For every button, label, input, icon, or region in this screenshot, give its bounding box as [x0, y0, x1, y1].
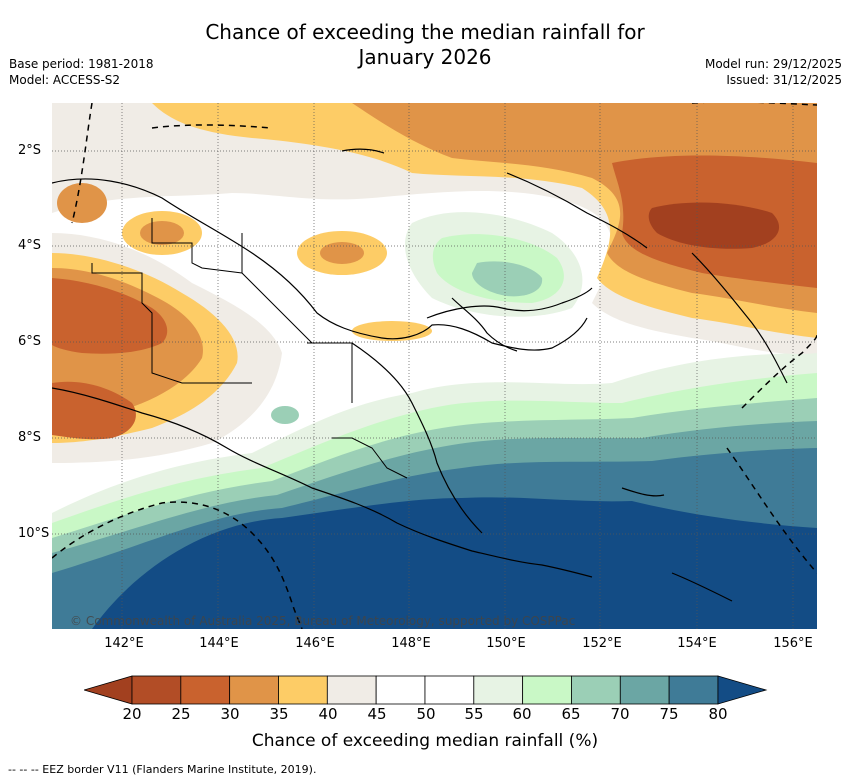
- zone-70-blob: [271, 406, 299, 424]
- colorbar-segment: [473, 675, 524, 705]
- zone-35-blob-d: [352, 321, 432, 341]
- eez-north-east: [692, 103, 817, 106]
- issued-date: Issued: 31/12/2025: [726, 73, 842, 87]
- title-line-1: Chance of exceeding the median rainfall …: [205, 20, 645, 44]
- lon-label: 146°E: [295, 636, 335, 651]
- lon-label: 156°E: [773, 636, 813, 651]
- map-canvas: [52, 103, 817, 629]
- rainfall-map: [52, 103, 817, 629]
- new-guinea-north-coast: [52, 178, 588, 351]
- manus-island: [341, 148, 385, 154]
- model-run: Model run: 29/12/2025: [704, 57, 842, 71]
- lat-label: 10°S: [18, 526, 50, 541]
- colorbar-tick: 55: [464, 705, 484, 723]
- border-2: [151, 218, 243, 274]
- colorbar-segment: [424, 675, 475, 705]
- lon-label: 152°E: [582, 636, 622, 651]
- colorbar-segment: [571, 675, 621, 705]
- colorbar-segment: [131, 675, 182, 705]
- lon-label: 142°E: [104, 636, 144, 651]
- border-5: [307, 342, 353, 403]
- lon-label: 154°E: [677, 636, 717, 651]
- eez-north-west: [71, 103, 93, 224]
- colorbar-segment: [278, 675, 328, 705]
- colorbar-extend-low: [84, 675, 133, 705]
- provincial-borders: [91, 218, 408, 479]
- base-period: Base period: 1981-2018: [9, 57, 154, 71]
- lat-label: 4°S: [18, 238, 42, 253]
- colorbar-segment: [326, 675, 377, 705]
- lon-label: 150°E: [486, 636, 526, 651]
- colorbar-label: Chance of exceeding median rainfall (%): [251, 731, 599, 751]
- zone-25-30-west: [52, 278, 168, 354]
- colorbar-tick: 30: [220, 705, 240, 723]
- lat-label: 2°S: [18, 143, 42, 158]
- zone-20-25-north: [648, 202, 780, 249]
- bougainville: [691, 252, 788, 384]
- model-name: Model: ACCESS-S2: [9, 73, 121, 87]
- colorbar-segment: [375, 675, 426, 705]
- eez-north-mid: [151, 124, 273, 129]
- colorbar-tick: 25: [171, 705, 191, 723]
- zone-teal-center: [472, 261, 543, 297]
- colorbar-tick: 35: [269, 705, 289, 723]
- eez-east-lower: [726, 447, 817, 574]
- colorbar-tick: 65: [561, 705, 581, 723]
- title-line-2: January 2026: [358, 45, 492, 69]
- colorbar-segment: [619, 675, 670, 705]
- colorbar-tick: 70: [610, 705, 630, 723]
- colorbar-segment: [229, 675, 279, 705]
- meta-right: Model run: 29/12/2025 Issued: 31/12/2025: [705, 56, 842, 88]
- border-1: [91, 263, 252, 384]
- copyright-notice: © Commonwealth of Australia 2025, Bureau…: [70, 614, 576, 628]
- eez-south-west: [52, 501, 303, 629]
- new-guinea-south-coast: [52, 387, 593, 578]
- solomon-islands-a: [621, 487, 665, 497]
- colorbar-tick: 60: [512, 705, 532, 723]
- lat-label: 6°S: [18, 334, 42, 349]
- colorbar-extend-high: [717, 675, 768, 705]
- lon-label: 144°E: [199, 636, 239, 651]
- coastlines: [52, 148, 788, 602]
- colorbar-tick: 75: [659, 705, 679, 723]
- colorbar: [84, 675, 768, 705]
- colorbar-segment: [522, 675, 572, 705]
- colorbar-tick: 45: [367, 705, 387, 723]
- zone-25-30-west-south: [52, 381, 136, 440]
- graticule: [52, 103, 817, 629]
- zone-30-blob-c: [57, 183, 107, 223]
- eez-east: [741, 334, 817, 409]
- meta-left: Base period: 1981-2018 Model: ACCESS-S2: [9, 56, 154, 88]
- colorbar-segment: [180, 675, 231, 705]
- new-guinea-east-tip: [351, 342, 483, 534]
- border-4: [332, 437, 408, 479]
- zone-80-plus: [92, 497, 817, 629]
- border-3: [241, 233, 313, 344]
- lon-label: 148°E: [391, 636, 431, 651]
- footnote-eez: -- -- -- EEZ border V11 (Flanders Marine…: [8, 763, 317, 776]
- new-ireland: [506, 172, 648, 249]
- zone-30-blob-b: [140, 221, 184, 245]
- colorbar-tick: 40: [318, 705, 338, 723]
- eez-borders: [52, 103, 817, 629]
- zone-30-blob-a: [320, 242, 364, 264]
- chart-title: Chance of exceeding the median rainfall …: [0, 20, 850, 70]
- admiralty-coast: [451, 297, 518, 352]
- colorbar-tick: 20: [122, 705, 142, 723]
- solomon-islands-b: [671, 572, 733, 602]
- colorbar-tick: 50: [416, 705, 436, 723]
- colorbar-segment: [668, 675, 719, 705]
- lat-label: 8°S: [18, 430, 42, 445]
- colorbar-tick: 80: [708, 705, 728, 723]
